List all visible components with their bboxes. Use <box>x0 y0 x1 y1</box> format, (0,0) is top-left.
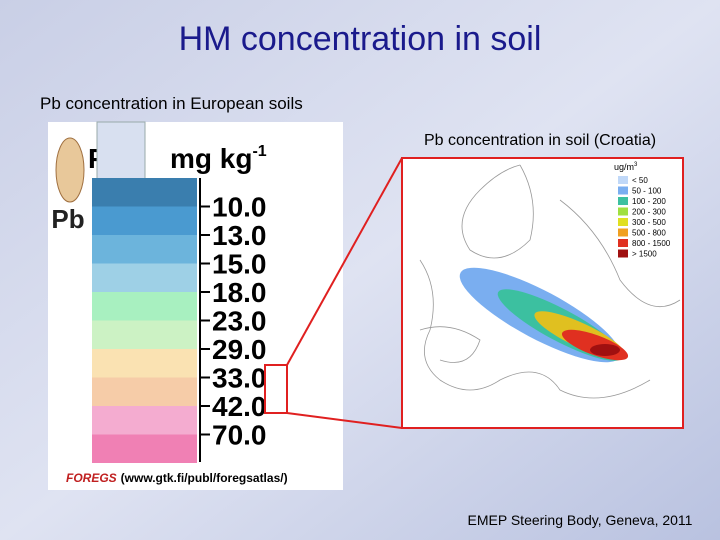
scale-label: 23.0 <box>212 306 267 337</box>
legend-label: 500 - 800 <box>632 229 666 238</box>
logo <box>55 137 85 203</box>
map-image <box>401 157 684 429</box>
legend-label: < 50 <box>632 176 648 185</box>
unit: mg kg-1 <box>170 143 267 174</box>
legend-unit-text: ug/m <box>614 162 634 172</box>
color-scale <box>92 178 201 463</box>
legend-swatch <box>618 197 628 205</box>
scale-label: 13.0 <box>212 220 267 251</box>
map-title: Pb concentration in soil (Croatia) <box>424 132 656 149</box>
connector <box>286 412 403 429</box>
scale-band <box>92 263 197 292</box>
legend-swatch <box>618 239 628 247</box>
connector <box>286 157 403 366</box>
legend-swatch <box>618 249 628 258</box>
slide-title: HM concentration in soil <box>179 20 542 58</box>
footer: EMEP Steering Body, Geneva, 2011 <box>468 512 693 528</box>
scale-label: 18.0 <box>212 277 267 308</box>
highlight-box <box>264 364 288 414</box>
unit-exponent: -1 <box>252 143 266 160</box>
unit-text: mg kg <box>170 143 252 174</box>
caption-url: (www.gtk.fi/publ/foregsatlas/) <box>121 471 288 485</box>
map-outlines <box>419 164 681 399</box>
caption-source: FOREGS <box>66 471 117 485</box>
legend-label: 800 - 1500 <box>632 239 671 248</box>
legend-unit-exponent: 3 <box>634 162 638 168</box>
scale-label: 70.0 <box>212 420 267 451</box>
scale-label: 29.0 <box>212 334 267 365</box>
scale-band <box>92 406 197 435</box>
scale-band <box>92 320 197 349</box>
legend-swatch <box>618 186 628 195</box>
legend-label: 50 - 100 <box>632 187 662 196</box>
scale-band <box>92 349 197 378</box>
scale-band <box>92 377 197 406</box>
plume <box>459 267 629 363</box>
scale-band <box>92 434 197 463</box>
legend-label: 200 - 300 <box>632 208 666 217</box>
scale-band <box>92 235 197 264</box>
legend-swatch <box>618 228 628 237</box>
scale-labels: 10.013.015.018.023.029.033.042.070.0 <box>200 192 267 451</box>
legend-swatch <box>618 218 628 226</box>
scale-label: 15.0 <box>212 249 267 280</box>
scale-label: 42.0 <box>212 391 267 422</box>
caption: FOREGS (www.gtk.fi/publ/foregsatlas/) <box>66 471 288 485</box>
scale-label: 33.0 <box>212 363 267 394</box>
scale-band <box>92 178 197 207</box>
legend-swatch <box>618 176 628 184</box>
legend-label: 300 - 500 <box>632 218 666 227</box>
subtitle: Pb concentration in European soils <box>40 94 303 113</box>
legend-label: 100 - 200 <box>632 197 666 206</box>
scale-band <box>92 206 197 235</box>
scale-band <box>92 292 197 321</box>
scale-label: 10.0 <box>212 192 267 223</box>
legend-label: > 1500 <box>632 250 657 259</box>
europe-thumbnail <box>96 121 146 183</box>
legend-swatch <box>618 207 628 216</box>
logo-symbol: Pb <box>51 204 84 234</box>
legend-unit: ug/m3 <box>614 162 638 172</box>
